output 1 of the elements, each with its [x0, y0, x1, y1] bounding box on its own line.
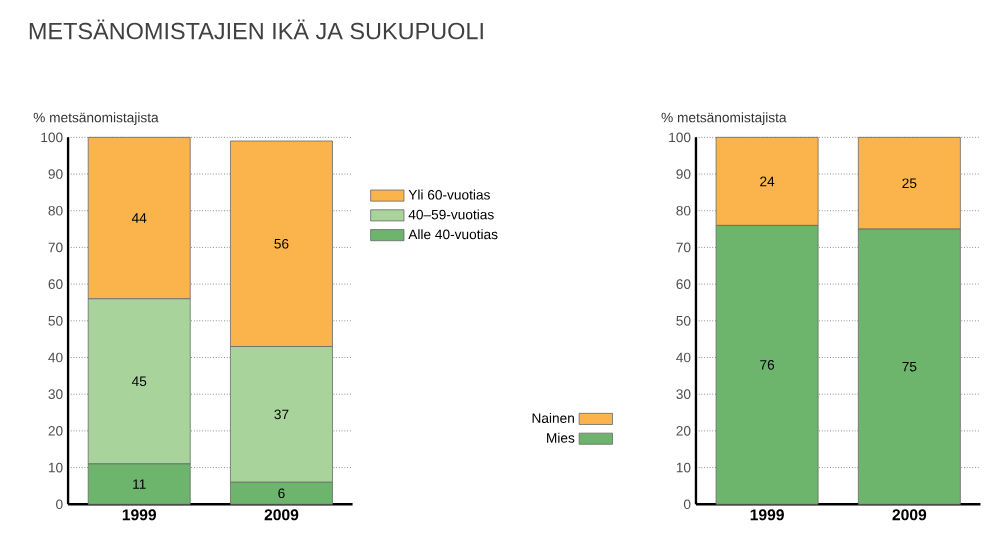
chart-title: METSÄNOMISTAJIEN IKÄ JA SUKUPUOLI	[29, 19, 483, 40]
